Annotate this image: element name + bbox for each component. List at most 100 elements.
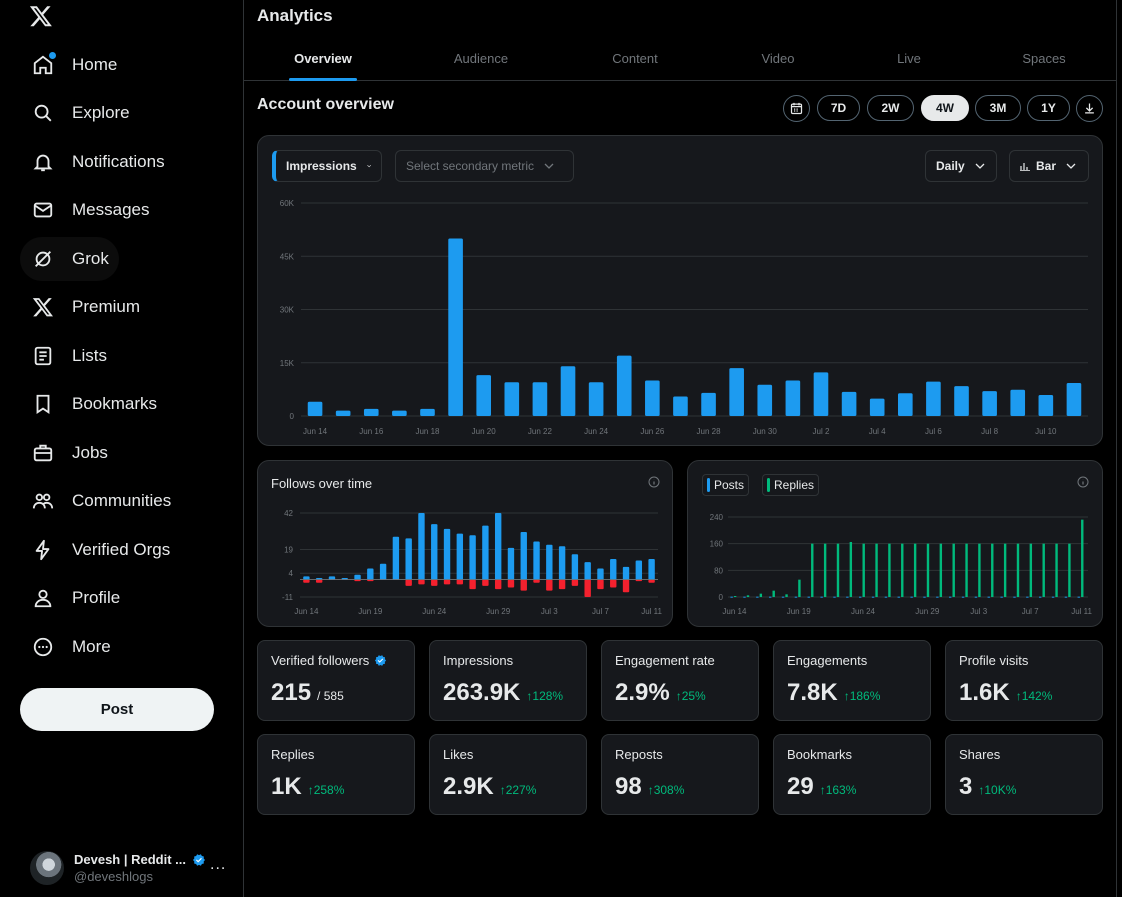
legend-replies[interactable]: Replies bbox=[762, 474, 820, 496]
tab-audience[interactable]: Audience bbox=[453, 51, 509, 66]
posts-bar bbox=[769, 596, 772, 598]
sidebar-item-grok[interactable]: Grok bbox=[20, 237, 119, 281]
range-4w-button[interactable]: 4W bbox=[921, 95, 969, 121]
account-more-icon[interactable]: ... bbox=[210, 856, 227, 873]
info-icon[interactable] bbox=[648, 476, 660, 488]
sidebar-item-home[interactable]: Home bbox=[20, 43, 127, 87]
posts-bar bbox=[846, 596, 849, 598]
sidebar-item-premium[interactable]: Premium bbox=[20, 285, 150, 329]
tab-overview[interactable]: Overview bbox=[289, 36, 357, 81]
sidebar-item-more[interactable]: More bbox=[20, 625, 121, 669]
tab-video[interactable]: Video bbox=[761, 51, 795, 66]
tab-live[interactable]: Live bbox=[897, 51, 921, 66]
sidebar-item-label: Premium bbox=[72, 297, 141, 316]
unfollows-bar bbox=[610, 579, 617, 588]
replies-bar bbox=[1003, 543, 1007, 597]
stat-value: 2.9% bbox=[615, 679, 670, 706]
impressions-bar bbox=[1010, 389, 1026, 416]
bar-chart-icon bbox=[1020, 163, 1030, 171]
replies-bar bbox=[888, 543, 891, 597]
unfollows-bar bbox=[648, 579, 655, 583]
y-tick-label: 19 bbox=[284, 545, 293, 554]
sidebar-item-bookmarks[interactable]: Bookmarks bbox=[20, 382, 167, 426]
x-logo-icon[interactable] bbox=[28, 4, 54, 28]
posts-bar bbox=[820, 596, 823, 598]
download-button[interactable] bbox=[1076, 95, 1103, 122]
primary-metric-select[interactable]: Impressions bbox=[272, 150, 382, 182]
stat-label: Bookmarks bbox=[787, 747, 853, 762]
search-icon bbox=[30, 100, 56, 126]
impressions-bar bbox=[813, 372, 829, 416]
x-tick-label: Jul 2 bbox=[813, 427, 830, 436]
account-switcher[interactable]: Devesh | Reddit ... @deveshlogs ... bbox=[30, 848, 230, 888]
stat-card-impressions[interactable]: Impressions 263.9K ↑128% bbox=[429, 640, 587, 721]
info-icon[interactable] bbox=[1077, 476, 1089, 488]
x-tick-label: Jun 19 bbox=[358, 607, 383, 616]
replies-bar bbox=[901, 543, 904, 597]
x-tick-label: Jun 29 bbox=[915, 607, 940, 616]
calendar-button[interactable] bbox=[783, 95, 810, 122]
sidebar-item-jobs[interactable]: Jobs bbox=[20, 431, 118, 475]
stat-card-shares[interactable]: Shares 3 ↑10K% bbox=[945, 734, 1103, 815]
posts-bar bbox=[781, 596, 785, 598]
stat-card-engagement-rate[interactable]: Engagement rate 2.9% ↑25% bbox=[601, 640, 759, 721]
x-tick-label: Jun 14 bbox=[303, 427, 328, 436]
x-tick-label: Jun 19 bbox=[787, 607, 812, 616]
secondary-metric-placeholder: Select secondary metric bbox=[406, 159, 535, 173]
posts-bar bbox=[730, 596, 733, 598]
stat-value: 1.6K bbox=[959, 679, 1010, 706]
x-tick-label: Jun 24 bbox=[851, 607, 876, 616]
post-button[interactable]: Post bbox=[20, 688, 214, 731]
secondary-metric-select[interactable]: Select secondary metric bbox=[395, 150, 574, 182]
tab-content[interactable]: Content bbox=[612, 51, 658, 66]
stat-card-likes[interactable]: Likes 2.9K ↑227% bbox=[429, 734, 587, 815]
unfollows-bar bbox=[431, 579, 438, 586]
range-3m-button[interactable]: 3M bbox=[975, 95, 1021, 121]
replies-bar bbox=[785, 594, 788, 597]
impressions-bar bbox=[645, 380, 660, 416]
chart-type-select[interactable]: Bar bbox=[1009, 150, 1089, 182]
sidebar-item-label: Messages bbox=[72, 200, 150, 219]
sidebar-item-communities[interactable]: Communities bbox=[20, 479, 181, 523]
section-title: Account overview bbox=[257, 96, 394, 113]
unfollows-bar bbox=[571, 579, 579, 586]
replies-bar bbox=[978, 543, 981, 597]
sidebar-item-notifications[interactable]: Notifications bbox=[20, 140, 175, 184]
stat-card-verified-followers[interactable]: Verified followers 215 / 585 bbox=[257, 640, 415, 721]
replies-bar bbox=[1081, 519, 1084, 597]
follows-chart: -11 4 19 42 Jun 14 Jun 19 Jun 24 Jun 29 Jul 3 Jul… bbox=[282, 509, 662, 616]
range-2w-button[interactable]: 2W bbox=[867, 95, 914, 121]
replies-bar bbox=[1029, 543, 1033, 597]
stat-value: 1K bbox=[271, 773, 302, 800]
stat-card-replies[interactable]: Replies 1K ↑258% bbox=[257, 734, 415, 815]
y-tick-label: 42 bbox=[284, 509, 293, 518]
follows-bar bbox=[303, 576, 310, 580]
impressions-bar bbox=[335, 410, 351, 416]
tab-spaces[interactable]: Spaces bbox=[1022, 51, 1066, 66]
legend-swatch bbox=[767, 478, 770, 492]
impressions-bar bbox=[1038, 395, 1054, 416]
impressions-bar bbox=[785, 380, 801, 416]
sidebar-item-verified-orgs[interactable]: Verified Orgs bbox=[20, 528, 180, 572]
sidebar-item-explore[interactable]: Explore bbox=[20, 91, 140, 135]
interval-select[interactable]: Daily bbox=[925, 150, 997, 182]
sidebar-item-lists[interactable]: Lists bbox=[20, 334, 117, 378]
sidebar-item-messages[interactable]: Messages bbox=[20, 188, 159, 232]
follows-bar bbox=[405, 538, 412, 580]
stat-card-profile-visits[interactable]: Profile visits 1.6K ↑142% bbox=[945, 640, 1103, 721]
range-7d-button[interactable]: 7D bbox=[817, 95, 860, 121]
follows-bar bbox=[482, 525, 489, 580]
sidebar-item-label: Home bbox=[72, 55, 118, 74]
range-1y-button[interactable]: 1Y bbox=[1027, 95, 1070, 121]
stat-card-engagements[interactable]: Engagements 7.8K ↑186% bbox=[773, 640, 931, 721]
follows-bar bbox=[443, 528, 451, 580]
posts-bar bbox=[884, 596, 888, 598]
x-tick-label: Jun 26 bbox=[640, 427, 665, 436]
stat-card-bookmarks[interactable]: Bookmarks 29 ↑163% bbox=[773, 734, 931, 815]
stat-card-reposts[interactable]: Reposts 98 ↑308% bbox=[601, 734, 759, 815]
replies-bar bbox=[939, 543, 943, 597]
sidebar-item-label: Lists bbox=[72, 346, 107, 365]
legend-posts[interactable]: Posts bbox=[702, 474, 750, 496]
posts-replies-card: Posts Replies 0 80 160 240 Jun 14 Jun 19 Jun 2… bbox=[687, 460, 1103, 627]
sidebar-item-profile[interactable]: Profile bbox=[20, 576, 130, 620]
